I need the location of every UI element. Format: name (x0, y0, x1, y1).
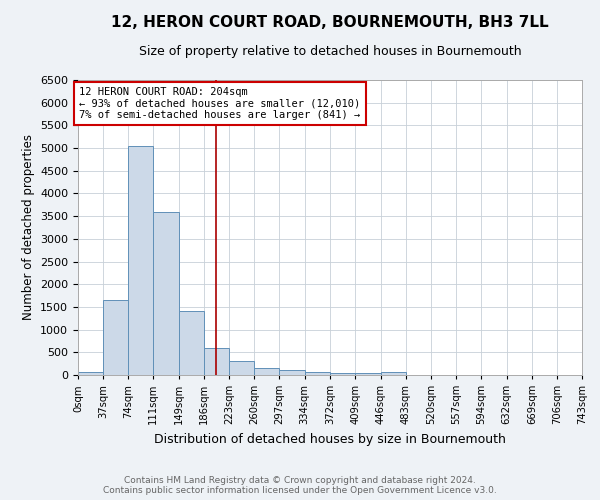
Bar (153, 212, 179, 375)
Y-axis label: Number of detached properties: Number of detached properties (22, 134, 35, 320)
Bar (355, 373, 380, 375)
Bar (103, 300, 128, 375)
Text: Size of property relative to detached houses in Bournemouth: Size of property relative to detached ho… (139, 45, 521, 58)
Bar (305, 372, 331, 375)
Bar (331, 373, 355, 375)
Text: Contains HM Land Registry data © Crown copyright and database right 2024.
Contai: Contains HM Land Registry data © Crown c… (103, 476, 497, 495)
Bar (204, 348, 229, 375)
Text: 12, HERON COURT ROAD, BOURNEMOUTH, BH3 7LL: 12, HERON COURT ROAD, BOURNEMOUTH, BH3 7… (111, 15, 549, 30)
Bar (78, 372, 103, 375)
Bar (229, 362, 254, 375)
Bar (128, 146, 153, 375)
Bar (280, 370, 305, 375)
X-axis label: Distribution of detached houses by size in Bournemouth: Distribution of detached houses by size … (154, 432, 506, 446)
Bar (380, 372, 406, 375)
Text: 12 HERON COURT ROAD: 204sqm
← 93% of detached houses are smaller (12,010)
7% of : 12 HERON COURT ROAD: 204sqm ← 93% of det… (79, 87, 361, 120)
Bar (179, 312, 204, 375)
Bar (254, 368, 280, 375)
